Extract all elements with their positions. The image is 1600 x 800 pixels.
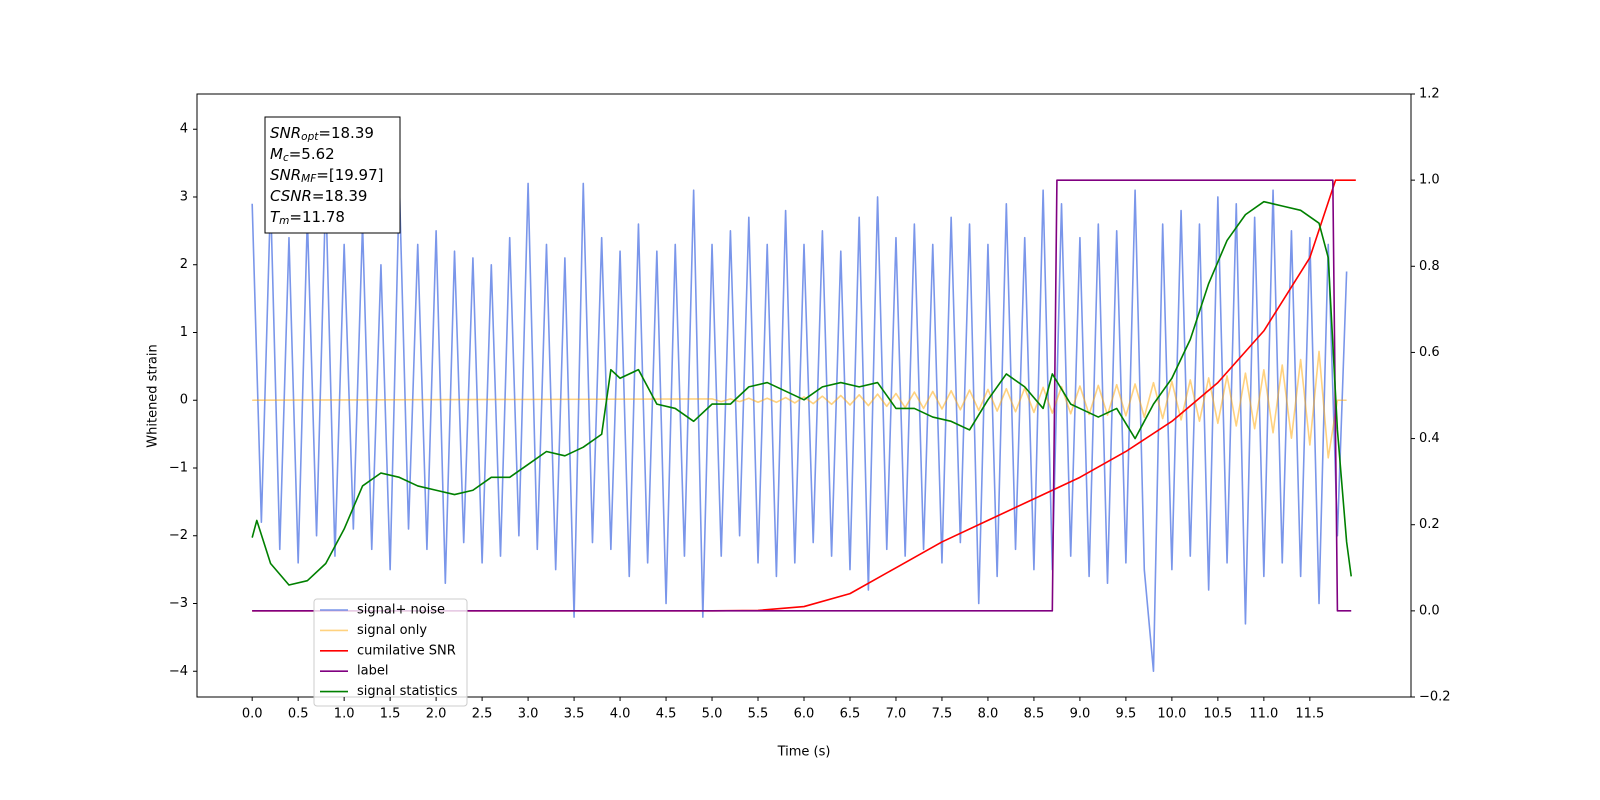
x-tick-label: 0.5: [288, 707, 309, 722]
y-tick-label: −2: [169, 528, 188, 543]
legend-label: signal statistics: [357, 684, 458, 699]
x-tick-label: 8.0: [978, 707, 999, 722]
y2-tick-label: −0.2: [1419, 690, 1451, 705]
x-tick-label: 2.5: [472, 707, 493, 722]
y-tick-label: 4: [180, 122, 188, 137]
x-tick-label: 7.0: [886, 707, 907, 722]
y2-tick-label: 0.4: [1419, 431, 1440, 446]
annotation-value: =[19.97]: [316, 166, 383, 184]
x-tick-label: 6.5: [840, 707, 861, 722]
x-tick-label: 8.5: [1024, 707, 1045, 722]
annotation-line: SNRMF=[19.97]: [270, 166, 384, 186]
annotation-value: =11.78: [289, 208, 345, 226]
y-tick-label: 2: [180, 257, 188, 272]
x-tick-label: 0.0: [242, 707, 263, 722]
x-tick-label: 6.0: [794, 707, 815, 722]
annotation-frame: [264, 116, 401, 234]
x-tick-label: 10.5: [1203, 707, 1232, 722]
y-tick-label: −1: [169, 460, 188, 475]
x-tick-label: 11.5: [1295, 707, 1324, 722]
legend-label: signal+ noise: [357, 603, 445, 618]
x-tick-label: 9.0: [1070, 707, 1091, 722]
annotation-line: Mc=5.62: [270, 145, 335, 165]
plot-area: [251, 179, 1356, 673]
series-line: [252, 179, 1352, 612]
y-tick-label: 0: [180, 393, 188, 408]
annotation-symbol: SNR: [270, 124, 301, 142]
x-tick-label: 4.5: [656, 707, 677, 722]
x-axis-label: Time (s): [777, 745, 831, 760]
annotation-value: =18.39: [312, 187, 368, 205]
annotation-symbol: SNR: [270, 166, 301, 184]
annotation-value: =5.62: [289, 145, 335, 163]
y-tick-label: 1: [180, 325, 188, 340]
y2-tick-label: 0.8: [1419, 259, 1440, 274]
x-tick-label: 10.0: [1157, 707, 1186, 722]
x-tick-label: 7.5: [932, 707, 953, 722]
annotation-box: SNRopt=18.39Mc=5.62SNRMF=[19.97]CSNR=18.…: [264, 116, 401, 234]
x-tick-label: 5.5: [748, 707, 769, 722]
x-tick-label: 2.0: [426, 707, 447, 722]
annotation-symbol: M: [270, 145, 283, 163]
annotation-symbol: T: [270, 208, 281, 226]
x-tick-label: 3.0: [518, 707, 539, 722]
annotation-subscript: c: [283, 152, 289, 164]
annotation-value: =18.39: [318, 124, 374, 142]
x-tick-label: 11.0: [1249, 707, 1278, 722]
annotation-subscript: m: [279, 215, 289, 227]
annotation-line: Tm=11.78: [270, 208, 345, 228]
series-line: [251, 182, 1348, 673]
y-tick-label: 3: [180, 189, 188, 204]
y2-tick-label: 0.2: [1419, 517, 1440, 532]
y-tick-label: −3: [169, 596, 188, 611]
x-tick-label: 1.5: [380, 707, 401, 722]
y2-tick-label: 1.2: [1419, 87, 1440, 102]
annotation-subscript: opt: [301, 131, 319, 143]
annotation-line: SNRopt=18.39: [270, 124, 374, 144]
x-tick-label: 4.0: [610, 707, 631, 722]
annotation-subscript: MF: [301, 173, 317, 185]
legend-frame: [313, 598, 468, 707]
y-axis-label: Whitened strain: [146, 344, 161, 447]
x-tick-label: 5.0: [702, 707, 723, 722]
y2-tick-label: 0.0: [1419, 603, 1440, 618]
x-tick-label: 1.0: [334, 707, 355, 722]
annotation-line: CSNR=18.39: [270, 187, 367, 205]
x-tick-label: 3.5: [564, 707, 585, 722]
series-line: [251, 200, 1353, 586]
legend-label: label: [357, 664, 388, 679]
y2-tick-label: 1.0: [1419, 173, 1440, 188]
legend: signal+ noise signal only cumilative SNR la…: [313, 598, 468, 707]
series-line: [252, 179, 1356, 612]
x-tick-label: 9.5: [1116, 707, 1137, 722]
legend-label: cumilative SNR: [357, 643, 456, 658]
y2-tick-label: 0.6: [1419, 345, 1440, 360]
annotation-symbol: CSNR: [270, 187, 312, 205]
y-tick-label: −4: [169, 664, 188, 679]
legend-label: signal only: [357, 623, 427, 638]
